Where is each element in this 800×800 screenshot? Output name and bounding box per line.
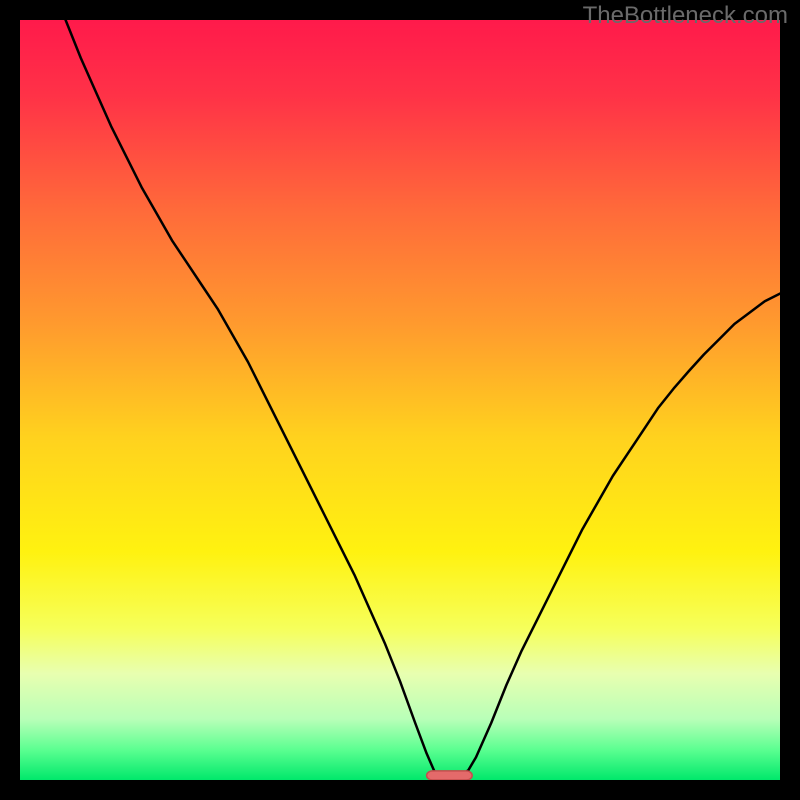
chart-container: TheBottleneck.com <box>0 0 800 800</box>
bottleneck-plot <box>20 20 780 780</box>
plot-background <box>20 20 780 780</box>
watermark-text: TheBottleneck.com <box>583 2 788 30</box>
